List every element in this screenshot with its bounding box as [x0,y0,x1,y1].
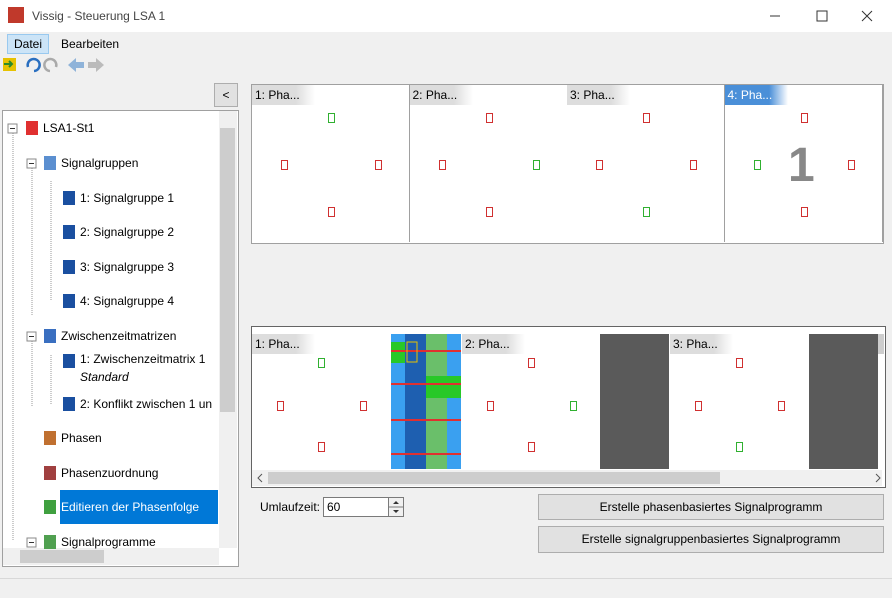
tree-item[interactable]: 3: Signalgruppe 3 [80,260,175,274]
signal-head [487,401,494,411]
tree-item[interactable]: Phasenzuordnung [61,466,159,480]
tree-icon [63,397,75,411]
spinner[interactable] [388,497,404,517]
signal-head [328,207,335,217]
tree-icon [44,535,56,549]
signal-head [800,207,808,217]
signal-head [690,160,697,170]
sequence-tab[interactable]: 3: Pha... [670,334,733,354]
window-controls[interactable] [760,0,892,32]
tree-item[interactable]: 1: Signalgruppe 1 [80,191,175,205]
phase-tab[interactable]: 3: Pha... [567,85,630,105]
signal-head [643,113,650,123]
signal-head [736,442,743,452]
scroll-arrows[interactable] [252,470,884,486]
transition-block [405,334,426,469]
scroll-thumb[interactable] [220,128,235,412]
tree-icon [44,329,56,343]
selected-marker: 1 [788,139,815,192]
menu-item[interactable]: Datei [7,34,50,54]
sequence-tab[interactable]: 1: Pha... [252,334,315,354]
sequence-panel [251,326,886,488]
tree-item[interactable]: LSA1-St1 [43,121,95,135]
tree-item[interactable]: 2: Signalgruppe 2 [80,225,175,239]
transition-lines [391,341,461,455]
tree-icon [63,225,75,239]
tree-icon [63,260,75,274]
signal-head [375,160,382,170]
tree-icon [44,431,56,445]
tree-item[interactable]: Editieren der Phasenfolge [61,500,200,514]
signal-head [753,160,761,170]
app-icon [8,7,24,23]
button[interactable]: Erstelle phasenbasiertes Signalprogramm [538,494,884,520]
tree-item[interactable]: Zwischenzeitmatrizen [61,329,177,343]
status-bar [0,578,892,579]
scroll-thumb[interactable] [268,472,720,484]
signal-head [596,160,603,170]
tree-item[interactable]: 4: Signalgruppe 4 [80,294,175,308]
tree-icon [26,121,38,135]
signal-head [736,358,743,368]
window-title: Vissig - Steuerung LSA 1 [32,9,166,23]
signal-head [643,207,650,217]
phase-card[interactable] [567,85,725,242]
signal-head [800,113,808,123]
tree-icon [63,354,75,368]
phase-card[interactable] [252,85,410,242]
gap-block [600,334,669,469]
signal-head [360,401,367,411]
phase-tab[interactable]: 4: Pha... [724,85,788,105]
signal-head [570,401,577,411]
gap-block [809,334,878,469]
tree-lines [7,123,52,548]
tree-item[interactable]: 2: Konflikt zwischen 1 un [80,397,213,411]
signal-head [485,113,493,123]
signal-head [438,160,446,170]
signal-head [318,442,325,452]
tree-item[interactable]: 1: Zwischenzeitmatrix 1 [80,352,206,366]
cycle-label: Umlaufzeit: [260,500,321,514]
signal-head [528,358,535,368]
signal-head [277,401,284,411]
tree-icon [63,191,75,205]
transition-block [426,334,447,469]
transition-block [426,376,461,398]
transition-block [391,342,405,363]
cycle-input[interactable]: 60 [323,497,392,517]
signal-head [695,401,702,411]
tree-icon [44,500,56,514]
phase-card[interactable] [409,85,568,242]
signal-head [528,442,535,452]
title-bar [0,0,892,32]
collapse-button[interactable]: < [214,83,238,107]
scroll-thumb[interactable] [20,550,104,563]
phase-tab[interactable]: 1: Pha... [252,85,315,105]
tree-sublabel: Standard [80,370,129,384]
button[interactable]: Erstelle signalgruppenbasiertes Signalpr… [538,526,884,553]
tree-item[interactable]: Signalprogramme [61,535,156,549]
tree-item[interactable]: Phasen [61,431,102,445]
toolbar[interactable] [0,55,120,75]
sequence-tab[interactable]: 2: Pha... [462,334,525,354]
signal-head [847,160,855,170]
signal-head [485,207,493,217]
signal-head [778,401,785,411]
signal-head [281,160,288,170]
phase-tab[interactable]: 2: Pha... [409,85,473,105]
tree-item[interactable]: Signalgruppen [61,156,139,170]
tree-icon [63,294,75,308]
signal-head [532,160,540,170]
tree-selection [60,490,218,524]
signal-head [318,358,325,368]
scroll-thumb[interactable] [878,334,884,354]
tree-icon [44,466,56,480]
signal-head [328,113,335,123]
tree-icon [44,156,56,170]
menu-item[interactable]: Bearbeiten [61,37,120,51]
